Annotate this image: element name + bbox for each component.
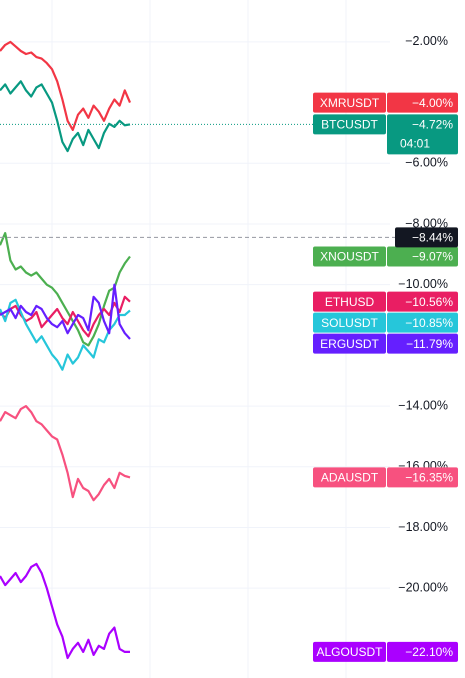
value-label: −9.07%: [412, 250, 453, 264]
y-tick-label: −18.00%: [398, 520, 448, 534]
value-box: [387, 641, 458, 662]
crosshair-box: [395, 227, 458, 248]
name-box: [313, 291, 386, 312]
price-label: BTCUSDT −4.72% 04:01: [313, 114, 458, 155]
series-name: ERGUSDT: [320, 337, 379, 351]
price-label: ALGOUSDT −22.10%: [313, 641, 458, 662]
price-label: ERGUSDT −11.79%: [313, 333, 458, 354]
series-name: ETHUSD: [325, 295, 375, 309]
name-box: [313, 246, 386, 267]
series-line: [0, 283, 131, 340]
y-tick-label: −10.00%: [398, 277, 448, 291]
value-box: [387, 333, 458, 354]
price-label: XMRUSDT −4.00%: [313, 92, 458, 113]
series-name: XNOUSDT: [320, 250, 379, 264]
y-tick-label: −14.00%: [398, 398, 448, 412]
y-tick-label: −8.00%: [405, 216, 448, 230]
series-line: [0, 40, 132, 131]
value-box: [387, 114, 458, 155]
series-line: [0, 405, 131, 502]
price-label: ADAUSDT −16.35%: [313, 467, 458, 488]
name-box: [313, 114, 386, 135]
value-box: [387, 92, 458, 113]
price-label: XNOUSDT −9.07%: [313, 246, 458, 267]
value-label: −16.35%: [405, 471, 453, 485]
y-tick-label: −6.00%: [405, 156, 448, 170]
name-box: [313, 92, 386, 113]
series-line: [0, 562, 130, 660]
value-label: −11.79%: [406, 337, 453, 351]
vertical-grid: [51, 0, 347, 678]
series-name: BTCUSDT: [321, 118, 378, 132]
value-label: −10.56%: [405, 295, 453, 309]
series-name: ADAUSDT: [321, 471, 379, 485]
price-label: ETHUSD −10.56%: [313, 291, 458, 312]
series-name: ALGOUSDT: [316, 645, 383, 659]
countdown: 04:01: [400, 137, 430, 151]
crosshair-label: −8.44%: [412, 231, 453, 245]
value-label: −22.10%: [405, 645, 453, 659]
y-tick-label: −20.00%: [398, 580, 448, 594]
value-label: −4.00%: [412, 96, 453, 110]
value-box: [387, 291, 458, 312]
series-line: [0, 232, 131, 347]
value-box: [387, 467, 458, 488]
y-tick-label: −2.00%: [405, 34, 448, 48]
value-label: −4.72%: [412, 118, 453, 132]
value-box: [387, 246, 458, 267]
name-box: [313, 312, 386, 333]
name-box: [313, 467, 386, 488]
series-name: XMRUSDT: [320, 96, 380, 110]
series-line: [0, 80, 131, 153]
series-name: SOLUSDT: [321, 316, 378, 330]
value-label: −10.85%: [405, 316, 453, 330]
name-box: [313, 333, 386, 354]
name-box: [313, 641, 386, 662]
price-label: SOLUSDT −10.85%: [313, 312, 458, 333]
value-box: [387, 312, 458, 333]
